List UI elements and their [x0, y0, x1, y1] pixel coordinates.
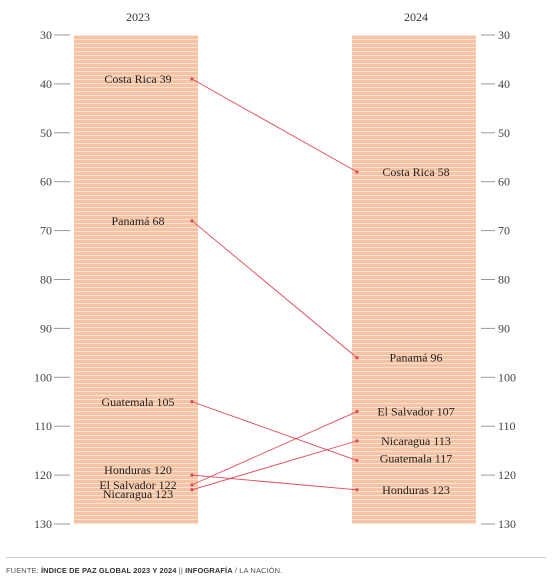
credit-label: INFOGRAFÍA	[185, 566, 233, 575]
point-2024-honduras	[355, 488, 359, 492]
point-2023-panam-	[190, 219, 194, 223]
point-2023-honduras	[190, 473, 194, 477]
right-tick-label: 60	[498, 175, 510, 189]
label-2023-costa-rica: Costa Rica 39	[104, 72, 171, 86]
label-2023-guatemala: Guatemala 105	[102, 395, 175, 409]
line-nicaragua	[191, 440, 358, 491]
right-tick-label: 70	[498, 224, 510, 238]
point-2023-el-salvador	[190, 483, 194, 487]
band-2024	[352, 35, 476, 524]
point-2023-costa-rica	[190, 77, 194, 81]
label-2024-el-salvador: El Salvador 107	[377, 405, 454, 419]
right-tick-label: 50	[498, 126, 510, 140]
right-tick-label: 40	[498, 77, 510, 91]
label-2024-costa-rica: Costa Rica 58	[382, 165, 449, 179]
band-2023	[74, 35, 198, 524]
right-tick-label: 80	[498, 273, 510, 287]
label-2023-panam-: Panamá 68	[112, 214, 165, 228]
left-tick-label: 70	[40, 224, 52, 238]
left-tick-label: 60	[40, 175, 52, 189]
left-tick-label: 130	[34, 517, 52, 531]
footer-separator: ||	[176, 566, 186, 575]
connector-lines	[190, 77, 359, 492]
right-tick-label: 130	[498, 517, 516, 531]
label-2023-honduras: Honduras 120	[104, 463, 172, 477]
label-2023-nicaragua: Nicaragua 123	[103, 487, 173, 501]
point-2024-el-salvador	[355, 409, 359, 414]
column-header-2024: 2024	[404, 10, 428, 24]
point-2024-nicaragua	[355, 439, 359, 443]
point-2023-guatemala	[190, 400, 194, 404]
line-honduras	[191, 474, 358, 491]
point-2024-costa-rica	[355, 170, 359, 174]
point-2024-guatemala	[355, 458, 359, 463]
left-tick-label: 80	[40, 273, 52, 287]
right-tick-label: 30	[498, 28, 510, 42]
left-tick-label: 90	[40, 321, 52, 335]
label-2024-guatemala: Guatemala 117	[380, 451, 453, 465]
credit-outlet: / LA NACIÓN.	[232, 566, 283, 575]
line-costa-rica	[191, 78, 358, 173]
left-tick-label: 50	[40, 126, 52, 140]
right-tick-label: 100	[498, 370, 516, 384]
right-tick-label: 90	[498, 321, 510, 335]
label-2024-nicaragua: Nicaragua 113	[381, 434, 451, 448]
label-2023-el-salvador: El Salvador 122	[99, 478, 176, 492]
line-el-salvador	[191, 411, 358, 486]
label-2024-panam-: Panamá 96	[390, 351, 443, 365]
right-tick-label: 110	[498, 419, 516, 433]
column-header-2023: 2023	[126, 10, 150, 24]
right-tick-label: 120	[498, 468, 516, 482]
line-guatemala	[191, 401, 358, 461]
country-labels: Costa Rica 39 Costa Rica 58 Panamá 68 Panam…	[99, 72, 454, 501]
left-tick-label: 120	[34, 468, 52, 482]
point-2024-panam-	[355, 356, 359, 360]
left-tick-label: 30	[40, 28, 52, 42]
source-footer: FUENTE: ÍNDICE DE PAZ GLOBAL 2023 Y 2024…	[6, 566, 282, 575]
point-2023-nicaragua	[190, 488, 194, 492]
slope-chart: 2023 2024 30 30 40 40 50 50 60 60 70 70 80 80 90 90 100 1…	[34, 10, 516, 531]
line-panam-	[191, 220, 358, 359]
footer-divider	[6, 557, 546, 558]
label-2024-honduras: Honduras 123	[382, 483, 450, 497]
left-tick-label: 40	[40, 77, 52, 91]
left-tick-label: 110	[34, 419, 52, 433]
source-title: ÍNDICE DE PAZ GLOBAL 2023 Y 2024	[40, 566, 177, 575]
source-prefix: FUENTE:	[6, 566, 41, 575]
left-tick-label: 100	[34, 370, 52, 384]
